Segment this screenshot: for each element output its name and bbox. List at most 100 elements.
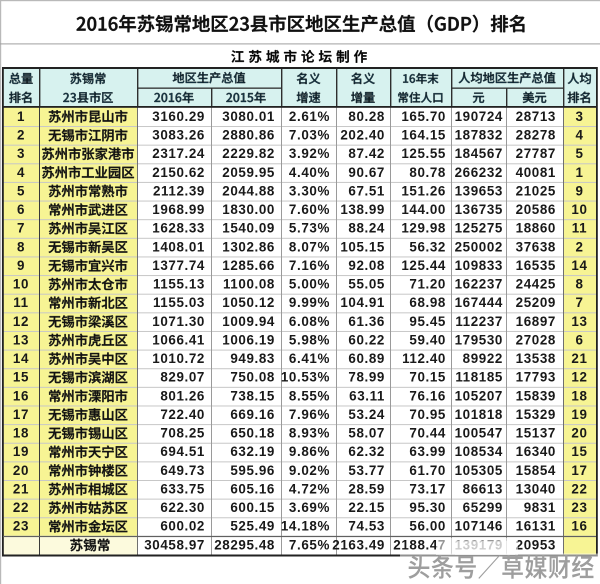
svg-text:28295.48: 28295.48 <box>214 537 275 552</box>
svg-text:2: 2 <box>17 128 25 143</box>
svg-text:21: 21 <box>571 351 587 366</box>
svg-text:16535: 16535 <box>516 258 556 273</box>
svg-text:62.32: 62.32 <box>348 444 385 459</box>
svg-text:118185: 118185 <box>455 370 503 385</box>
svg-text:59.40: 59.40 <box>409 332 446 347</box>
svg-text:78.99: 78.99 <box>348 370 385 385</box>
svg-text:694.51: 694.51 <box>160 444 205 459</box>
svg-text:3160.29: 3160.29 <box>152 109 205 124</box>
svg-text:3.69%: 3.69% <box>289 500 330 515</box>
svg-text:16: 16 <box>13 388 29 403</box>
svg-text:20586: 20586 <box>516 202 556 217</box>
svg-text:53.77: 53.77 <box>348 463 385 478</box>
svg-text:632.19: 632.19 <box>230 444 275 459</box>
svg-text:92.08: 92.08 <box>348 258 385 273</box>
svg-text:19: 19 <box>571 407 587 422</box>
svg-text:60.89: 60.89 <box>348 351 385 366</box>
svg-text:17: 17 <box>13 407 29 422</box>
svg-text:167444: 167444 <box>455 295 503 310</box>
svg-text:8.55%: 8.55% <box>289 388 330 403</box>
svg-text:1050.12: 1050.12 <box>222 295 275 310</box>
svg-text:15137: 15137 <box>516 426 556 441</box>
svg-text:5: 5 <box>575 146 583 161</box>
svg-text:11: 11 <box>13 295 28 310</box>
svg-text:2150.62: 2150.62 <box>152 165 205 180</box>
svg-text:15854: 15854 <box>516 463 556 478</box>
svg-text:23: 23 <box>13 519 29 534</box>
svg-text:9: 9 <box>575 183 583 198</box>
svg-text:15329: 15329 <box>516 407 556 422</box>
svg-text:6: 6 <box>17 202 25 217</box>
svg-text:3: 3 <box>17 146 25 161</box>
svg-text:1100.08: 1100.08 <box>223 277 275 292</box>
svg-text:112237: 112237 <box>455 314 503 329</box>
svg-text:1066.41: 1066.41 <box>152 332 205 347</box>
svg-text:20953: 20953 <box>516 537 556 552</box>
svg-text:15839: 15839 <box>516 388 556 403</box>
svg-text:164.15: 164.15 <box>401 128 446 143</box>
svg-text:22: 22 <box>13 500 29 515</box>
svg-text:1302.86: 1302.86 <box>222 239 275 254</box>
svg-text:2163.49: 2163.49 <box>332 537 385 552</box>
svg-text:7: 7 <box>17 221 25 236</box>
svg-text:18: 18 <box>13 426 29 441</box>
svg-text:27787: 27787 <box>516 146 556 161</box>
svg-text:20: 20 <box>13 463 29 478</box>
svg-text:14.18%: 14.18% <box>281 519 330 534</box>
svg-text:3.92%: 3.92% <box>289 146 330 161</box>
svg-text:1: 1 <box>17 109 25 124</box>
svg-text:139653: 139653 <box>455 183 503 198</box>
svg-text:13040: 13040 <box>516 482 556 497</box>
svg-text:151.26: 151.26 <box>401 183 446 198</box>
svg-text:70.44: 70.44 <box>409 426 446 441</box>
svg-text:125.55: 125.55 <box>401 146 446 161</box>
svg-text:80.78: 80.78 <box>409 165 446 180</box>
svg-text:649.73: 649.73 <box>160 463 205 478</box>
svg-text:9.86%: 9.86% <box>289 444 330 459</box>
svg-text:1: 1 <box>575 165 583 180</box>
svg-text:6: 6 <box>575 332 583 347</box>
svg-text:17: 17 <box>571 463 587 478</box>
svg-text:6.41%: 6.41% <box>289 351 330 366</box>
svg-text:60.22: 60.22 <box>348 332 385 347</box>
svg-text:600.15: 600.15 <box>230 500 275 515</box>
svg-text:125275: 125275 <box>455 221 503 236</box>
svg-text:24425: 24425 <box>516 277 556 292</box>
svg-text:129.98: 129.98 <box>401 221 446 236</box>
svg-text:56.32: 56.32 <box>409 239 446 254</box>
svg-text:58.07: 58.07 <box>348 426 385 441</box>
svg-text:1155.13: 1155.13 <box>153 277 205 292</box>
svg-text:2.61%: 2.61% <box>289 109 330 124</box>
svg-text:1071.30: 1071.30 <box>152 314 205 329</box>
svg-text:801.26: 801.26 <box>160 388 205 403</box>
svg-text:71.20: 71.20 <box>409 277 446 292</box>
svg-text:9.02%: 9.02% <box>289 463 330 478</box>
svg-text:28713: 28713 <box>516 109 556 124</box>
svg-text:76.16: 76.16 <box>409 388 446 403</box>
svg-text:37638: 37638 <box>516 239 556 254</box>
svg-text:1540.09: 1540.09 <box>222 221 275 236</box>
svg-text:5.98%: 5.98% <box>289 332 330 347</box>
svg-text:4.72%: 4.72% <box>289 482 330 497</box>
svg-text:15: 15 <box>571 444 587 459</box>
svg-text:722.40: 722.40 <box>160 407 205 422</box>
svg-text:56.00: 56.00 <box>409 519 446 534</box>
svg-text:10: 10 <box>571 202 587 217</box>
svg-text:162237: 162237 <box>455 277 503 292</box>
svg-text:67.51: 67.51 <box>348 183 385 198</box>
svg-text:3083.26: 3083.26 <box>152 128 205 143</box>
svg-text:266232: 266232 <box>455 165 503 180</box>
svg-text:1285.66: 1285.66 <box>222 258 275 273</box>
svg-text:2229.82: 2229.82 <box>222 146 275 161</box>
svg-text:2044.88: 2044.88 <box>222 183 275 198</box>
svg-text:8: 8 <box>575 277 583 292</box>
svg-text:7.16%: 7.16% <box>289 258 330 273</box>
svg-text:87.42: 87.42 <box>348 146 385 161</box>
svg-text:105207: 105207 <box>455 388 503 403</box>
svg-text:3.30%: 3.30% <box>289 183 330 198</box>
svg-text:669.16: 669.16 <box>230 407 275 422</box>
svg-text:1155.03: 1155.03 <box>153 295 205 310</box>
svg-text:89922: 89922 <box>463 351 503 366</box>
svg-text:18860: 18860 <box>516 221 556 236</box>
svg-text:3080.01: 3080.01 <box>222 109 275 124</box>
